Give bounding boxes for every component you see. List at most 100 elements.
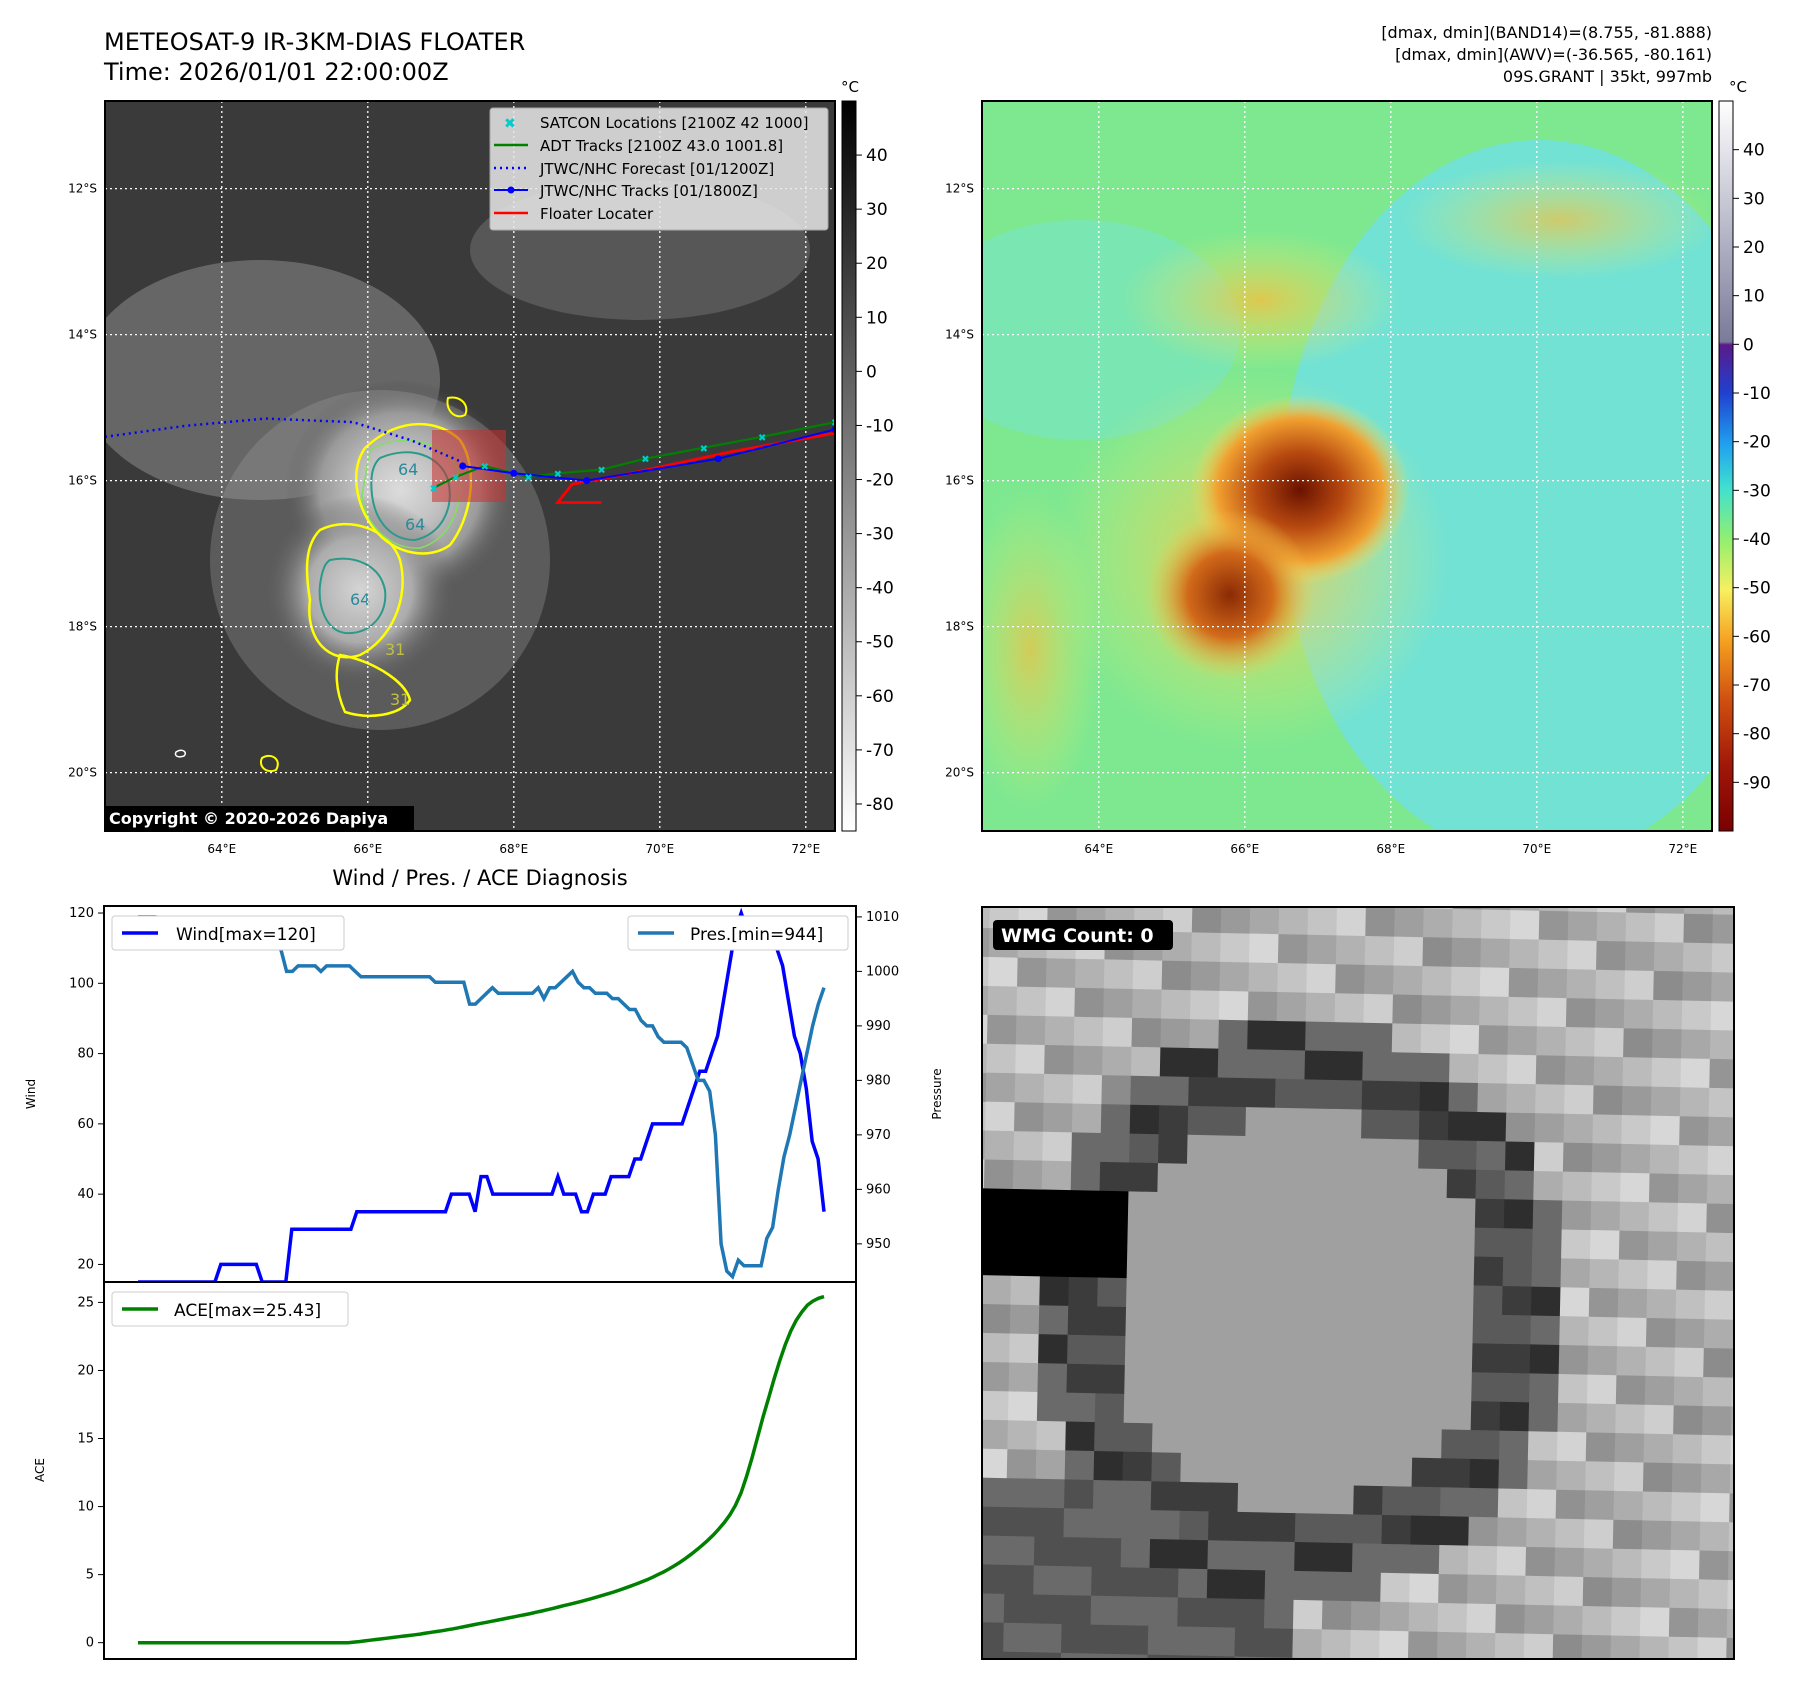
wmg-cell bbox=[982, 1390, 1010, 1421]
wmg-cell bbox=[1012, 1160, 1043, 1191]
wmg-cell bbox=[1384, 1370, 1415, 1401]
wmg-cell bbox=[1500, 1343, 1531, 1374]
wmg-cell bbox=[1451, 937, 1482, 968]
wmg-cell bbox=[1498, 1459, 1529, 1490]
legend-item-adt: ADT Tracks [2100Z 43.0 1001.8] bbox=[494, 137, 783, 155]
wmg-cell bbox=[1041, 1189, 1072, 1220]
wmg-cell bbox=[1610, 1664, 1640, 1690]
wmg-cell bbox=[1444, 1255, 1475, 1287]
wmg-cell bbox=[1130, 1075, 1161, 1106]
wmg-cell bbox=[1206, 1598, 1237, 1629]
wmg-cell bbox=[1612, 1519, 1643, 1550]
wmg-cell bbox=[1063, 1508, 1094, 1539]
legend-label: SATCON Locations [2100Z 42 1000] bbox=[540, 114, 808, 132]
wmg-cell bbox=[982, 1274, 983, 1305]
wmg-cell bbox=[1727, 1580, 1734, 1611]
wmg-cell bbox=[1651, 1057, 1682, 1088]
axis-tick-label: 25 bbox=[77, 1295, 94, 1310]
wmg-cell bbox=[1378, 1660, 1408, 1690]
awv-map-panel: 64°E 66°E 68°E 70°E 72°E 12°S 14°S 16°S 18°S 20°S… bbox=[945, 78, 1771, 856]
wmg-cell bbox=[1015, 1044, 1046, 1075]
wmg-cell bbox=[1650, 1086, 1681, 1117]
wmg-cell bbox=[1501, 1286, 1533, 1317]
contour-label: 31 bbox=[390, 690, 410, 709]
wmg-cell bbox=[1238, 1425, 1269, 1456]
wmg-cell bbox=[1613, 1490, 1644, 1522]
wmg-cell bbox=[1242, 1222, 1274, 1253]
wmg-cell bbox=[1647, 1260, 1678, 1291]
legend-label: ACE[max=25.43] bbox=[174, 1301, 321, 1321]
wmg-cell bbox=[1497, 1517, 1528, 1548]
wmg-cell bbox=[1207, 1511, 1239, 1542]
wmg-cell bbox=[1242, 1251, 1273, 1282]
wmg-cell bbox=[945, 1650, 975, 1680]
wmg-cell bbox=[1361, 1109, 1392, 1140]
wmg-cell bbox=[1615, 1404, 1646, 1435]
wmg-cell bbox=[1705, 1232, 1734, 1263]
axis-tick-label: 60 bbox=[77, 1117, 94, 1132]
wmg-cell bbox=[1123, 1422, 1154, 1453]
colorbar-tick-label: -80 bbox=[866, 795, 894, 815]
wmg-cell bbox=[1297, 1397, 1328, 1428]
wmg-cell bbox=[1012, 1188, 1043, 1220]
wmg-cell bbox=[1420, 1023, 1451, 1055]
wmg-cell bbox=[1554, 1547, 1585, 1578]
lon-tick-label: 66°E bbox=[353, 842, 382, 856]
wmg-cell bbox=[1581, 1634, 1612, 1659]
wmg-cell bbox=[1585, 1461, 1616, 1492]
wmg-cell bbox=[946, 1593, 976, 1623]
wmg-cell bbox=[1533, 1170, 1564, 1202]
wmg-cell bbox=[1583, 1548, 1614, 1579]
wmg-cell bbox=[1096, 1306, 1127, 1337]
wmg-cell bbox=[1209, 1424, 1240, 1455]
wmg-cell bbox=[1353, 1456, 1384, 1487]
wmg-cell bbox=[1121, 1509, 1152, 1540]
wmg-cell bbox=[1357, 1254, 1389, 1285]
wmg-cell bbox=[1062, 1566, 1093, 1597]
ir-colorbar-ticks: 40 30 20 10 0 -10 -20 -30 -40 -50 -60 -70 -80 bbox=[856, 146, 894, 815]
wmg-cell bbox=[1697, 1666, 1727, 1690]
wmg-cell bbox=[1038, 1334, 1069, 1365]
wind-axis-label: Wind bbox=[24, 1079, 38, 1109]
wmg-cell bbox=[1494, 1633, 1525, 1659]
wmg-cell bbox=[1091, 1537, 1122, 1568]
wmg-cell bbox=[1641, 1520, 1672, 1551]
wmg-cell bbox=[1235, 1598, 1266, 1629]
wmg-cell bbox=[1582, 1605, 1613, 1637]
wmg-cell bbox=[982, 956, 990, 987]
axis-tick-label: 120 bbox=[69, 906, 94, 921]
wmg-cell bbox=[1654, 913, 1685, 944]
wmg-cell bbox=[1413, 1341, 1445, 1373]
wmg-cell bbox=[1300, 1252, 1331, 1284]
wmg-cell bbox=[1246, 1049, 1277, 1080]
colorbar-tick-label: 30 bbox=[866, 200, 888, 220]
satcon-point: ✖ bbox=[524, 473, 532, 484]
wmg-cell bbox=[1297, 1368, 1328, 1399]
wmg-cell bbox=[1150, 1481, 1181, 1512]
wmg-cell bbox=[1097, 1248, 1128, 1279]
wmg-cell bbox=[1298, 1339, 1329, 1370]
wmg-cell bbox=[1100, 1104, 1131, 1135]
wmg-cell bbox=[1421, 966, 1452, 997]
wmg-cell bbox=[949, 1448, 979, 1478]
ir-colorbar bbox=[841, 100, 857, 832]
wmg-cell bbox=[1504, 1141, 1536, 1172]
colorbar-tick-label: 40 bbox=[1743, 141, 1765, 161]
wmg-cell bbox=[1467, 1574, 1498, 1605]
wmg-cell bbox=[1017, 957, 1048, 988]
satcon-point: ✖ bbox=[451, 473, 459, 484]
wmg-cell bbox=[1590, 1201, 1621, 1232]
lon-tick-label: 72°E bbox=[1668, 842, 1697, 856]
wmg-cell bbox=[1470, 1429, 1501, 1461]
wmg-cell bbox=[986, 1043, 1017, 1074]
wmg-cell bbox=[1708, 1087, 1734, 1118]
wmg-cell bbox=[1466, 1603, 1497, 1634]
wmg-cell bbox=[986, 1014, 1018, 1045]
wmg-cell bbox=[1241, 1280, 1272, 1311]
lat-tick-label: 16°S bbox=[68, 474, 97, 488]
wmg-cell bbox=[1240, 1338, 1271, 1369]
wmg-cell bbox=[1479, 967, 1510, 998]
wmg-cell bbox=[1323, 1542, 1354, 1573]
lat-tick-label: 18°S bbox=[945, 620, 974, 634]
axis-tick-label: 970 bbox=[866, 1128, 891, 1143]
